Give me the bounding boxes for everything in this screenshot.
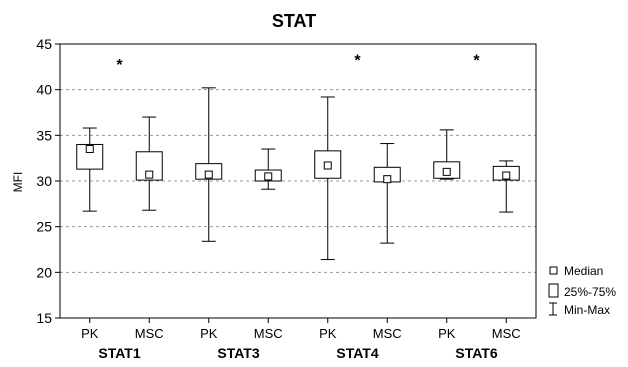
group-label: STAT3: [217, 345, 259, 361]
significance-star: *: [354, 53, 361, 70]
median-marker: [442, 167, 451, 176]
x-axis-ticks: PK MSC PK MSC PK MSC PK MSC: [81, 318, 521, 341]
y-tick-label: 25: [36, 219, 52, 235]
median-marker: [383, 175, 392, 184]
y-tick-label: 35: [36, 127, 52, 143]
y-tick-label: 40: [36, 82, 52, 98]
y-tick-label: 15: [36, 310, 52, 326]
median-marker: [502, 171, 511, 180]
x-tick-label: PK: [200, 326, 218, 341]
box-7: [492, 160, 520, 213]
grid-lines: [60, 89, 536, 273]
group-labels: STAT1 STAT3 STAT4 STAT6: [98, 345, 497, 361]
box-0: [76, 127, 104, 212]
box-4: [314, 96, 342, 261]
y-axis-label: MFI: [11, 172, 25, 193]
median-marker: [323, 161, 332, 170]
median-marker: [204, 170, 213, 179]
legend-whisker-label: Min-Max: [564, 303, 610, 317]
significance-markers: * * *: [116, 53, 480, 75]
significance-star: *: [116, 57, 123, 74]
y-tick-label: 20: [36, 264, 52, 280]
box-series: [76, 87, 520, 261]
x-tick-label: PK: [319, 326, 337, 341]
group-label: STAT4: [336, 345, 378, 361]
group-label: STAT1: [98, 345, 140, 361]
legend-median-label: Median: [564, 264, 603, 278]
x-tick-label: MSC: [373, 326, 402, 341]
chart-title: STAT: [272, 11, 316, 31]
group-label: STAT6: [455, 345, 497, 361]
legend-box-label: 25%-75%: [564, 285, 616, 299]
legend: Median 25%-75% Min-Max: [548, 264, 616, 317]
median-marker: [145, 170, 154, 179]
box-6: [433, 129, 461, 180]
x-tick-label: MSC: [492, 326, 521, 341]
box-5: [373, 143, 401, 244]
x-tick-label: MSC: [135, 326, 164, 341]
significance-star: *: [473, 53, 480, 70]
x-tick-label: PK: [81, 326, 99, 341]
box-3: [254, 148, 282, 190]
y-axis-ticks: 15 20 25 30 35 40 45: [36, 36, 60, 326]
median-marker: [85, 145, 94, 154]
y-tick-label: 45: [36, 36, 52, 52]
box-1: [135, 116, 163, 211]
legend-median-swatch: [549, 266, 558, 275]
x-tick-label: PK: [438, 326, 456, 341]
box-2: [195, 87, 223, 242]
legend-box-swatch: [548, 283, 559, 298]
x-tick-label: MSC: [254, 326, 283, 341]
y-tick-label: 30: [36, 173, 52, 189]
median-marker: [264, 172, 273, 181]
